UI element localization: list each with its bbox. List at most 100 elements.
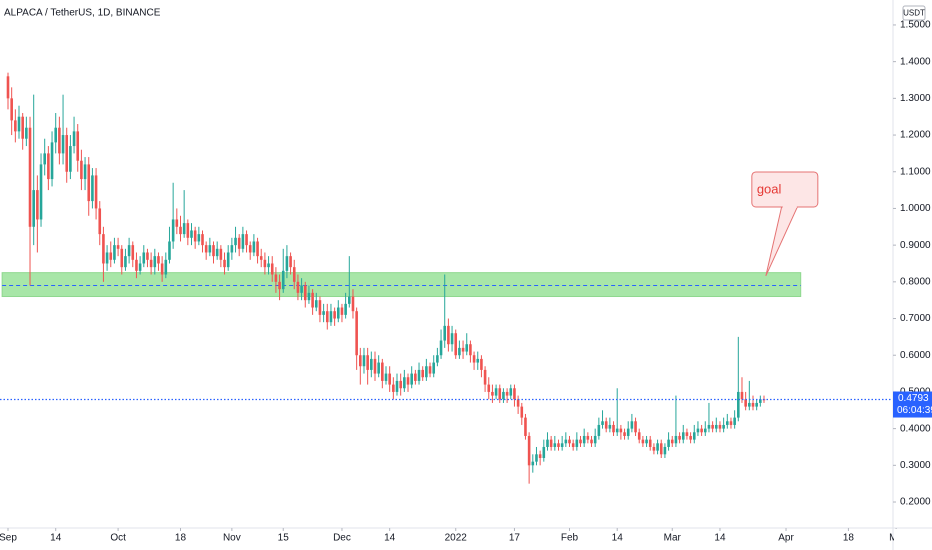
candle-body [692, 432, 696, 440]
candle-body [234, 237, 237, 246]
candle-body [10, 98, 13, 121]
candle-body [531, 461, 535, 466]
candle-body [289, 256, 292, 268]
candle-body [759, 399, 762, 403]
callout-pointer [765, 205, 799, 277]
candle-body [406, 377, 410, 385]
candle-body [263, 259, 267, 268]
candle-body [674, 435, 678, 444]
candle-body [450, 333, 454, 345]
candle-body [164, 259, 168, 275]
candle-body [634, 421, 637, 433]
candle-body [395, 380, 399, 392]
candle-body [726, 421, 729, 425]
candle-body [740, 391, 744, 400]
candle-body [707, 424, 711, 429]
candle-body [322, 311, 325, 315]
candle-body [520, 406, 524, 418]
candle-body [61, 135, 65, 154]
candle-body [516, 399, 520, 407]
candle-body [43, 153, 46, 165]
candle-body [197, 234, 201, 242]
candle-body [102, 234, 105, 264]
x-tick-label: 14 [50, 533, 62, 544]
x-tick-label: Apr [778, 533, 794, 544]
candle-body [491, 391, 494, 396]
candle-body [201, 234, 204, 246]
candle-body [454, 333, 458, 356]
candle-body [546, 439, 549, 447]
x-tick-label: Sep [0, 533, 17, 544]
candle-body [663, 446, 667, 455]
y-tick-label: 1.0000 [900, 203, 931, 214]
candle-body [175, 219, 179, 227]
candle-body [135, 259, 138, 271]
candle-body [626, 428, 630, 436]
candle-body [362, 355, 366, 367]
candle-body [377, 362, 380, 374]
y-tick-label: 0.3000 [900, 460, 931, 471]
candle-body [439, 340, 443, 356]
candle-body [656, 443, 659, 451]
callout-text: goal [757, 181, 782, 196]
candle-body [612, 424, 615, 433]
candle-body [131, 245, 135, 260]
candle-body [696, 428, 700, 433]
candle-body [648, 439, 652, 447]
candle-body [179, 226, 182, 235]
candle-body [729, 421, 733, 425]
candle-body [748, 402, 751, 407]
candle-body [593, 435, 597, 444]
candle-body [505, 391, 509, 396]
candle-body [168, 241, 171, 260]
y-tick-label: 1.5000 [900, 20, 931, 31]
candle-body [47, 153, 50, 180]
candle-body [586, 435, 590, 440]
candle-body [630, 421, 634, 429]
candle-body [560, 443, 564, 447]
y-tick-label: 1.2000 [900, 130, 931, 141]
candle-body [21, 116, 24, 139]
candle-body [124, 256, 127, 268]
candle-body [601, 421, 604, 425]
candle-body [25, 127, 28, 139]
candle-body [307, 292, 311, 301]
candle-body [637, 432, 641, 440]
candle-body [105, 252, 109, 264]
candle-body [553, 443, 557, 447]
candle-body [245, 234, 248, 246]
candle-body [252, 241, 256, 253]
y-tick-label: 1.3000 [900, 93, 931, 104]
candle-body [193, 230, 197, 242]
candle-body [436, 355, 439, 363]
candle-body [641, 439, 645, 444]
candle-body [568, 439, 571, 444]
candle-body [182, 223, 186, 235]
candle-body [314, 300, 318, 308]
candle-body [113, 245, 116, 260]
candle-body [417, 369, 421, 381]
candle-body [226, 252, 230, 268]
x-tick-label: 14 [384, 533, 396, 544]
candle-body [604, 421, 608, 429]
candle-body [498, 388, 502, 400]
candle-body [524, 417, 527, 436]
candle-body [325, 311, 329, 323]
candle-body [432, 362, 436, 374]
candle-body [267, 263, 270, 268]
candle-body [160, 263, 164, 275]
candle-body [340, 307, 344, 315]
y-tick-label: 0.9000 [900, 240, 931, 251]
candle-body [344, 303, 347, 315]
candle-body [281, 270, 285, 290]
candle-body [381, 362, 384, 381]
candle-body [685, 432, 689, 436]
candle-body [733, 417, 736, 425]
y-axis-panel [893, 0, 932, 550]
y-tick-label: 0.6000 [900, 350, 931, 361]
candle-body [120, 248, 124, 268]
candle-body [259, 256, 263, 260]
x-tick-label: 17 [509, 533, 521, 544]
candle-body [465, 344, 469, 352]
